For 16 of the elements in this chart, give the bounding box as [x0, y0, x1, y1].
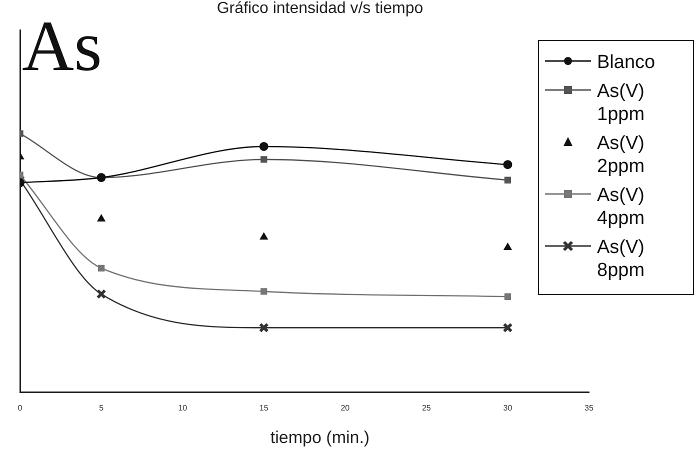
x-tick-label: 10 — [178, 403, 188, 412]
legend-label: As(V) 2ppm — [597, 132, 646, 178]
legend-label: As(V) 1ppm — [597, 80, 646, 126]
x-axis-title: tiempo (min.) — [269, 428, 371, 448]
legend-label: As(V) 8ppm — [597, 236, 646, 282]
x-tick-label: 15 — [259, 403, 269, 412]
legend-label: Blanco — [597, 51, 656, 74]
text: As — [22, 6, 102, 86]
chart-title: Gráfico intensidad v/s tiempo — [216, 0, 424, 17]
x-tick-label: 5 — [99, 403, 104, 412]
x-tick-label: 35 — [584, 403, 594, 412]
legend-label: As(V) 4ppm — [597, 184, 646, 230]
x-tick-label: 0 — [18, 403, 23, 412]
x-tick-label: 25 — [422, 403, 432, 412]
x-tick-label: 30 — [503, 403, 513, 412]
x-tick-label: 20 — [340, 403, 350, 412]
